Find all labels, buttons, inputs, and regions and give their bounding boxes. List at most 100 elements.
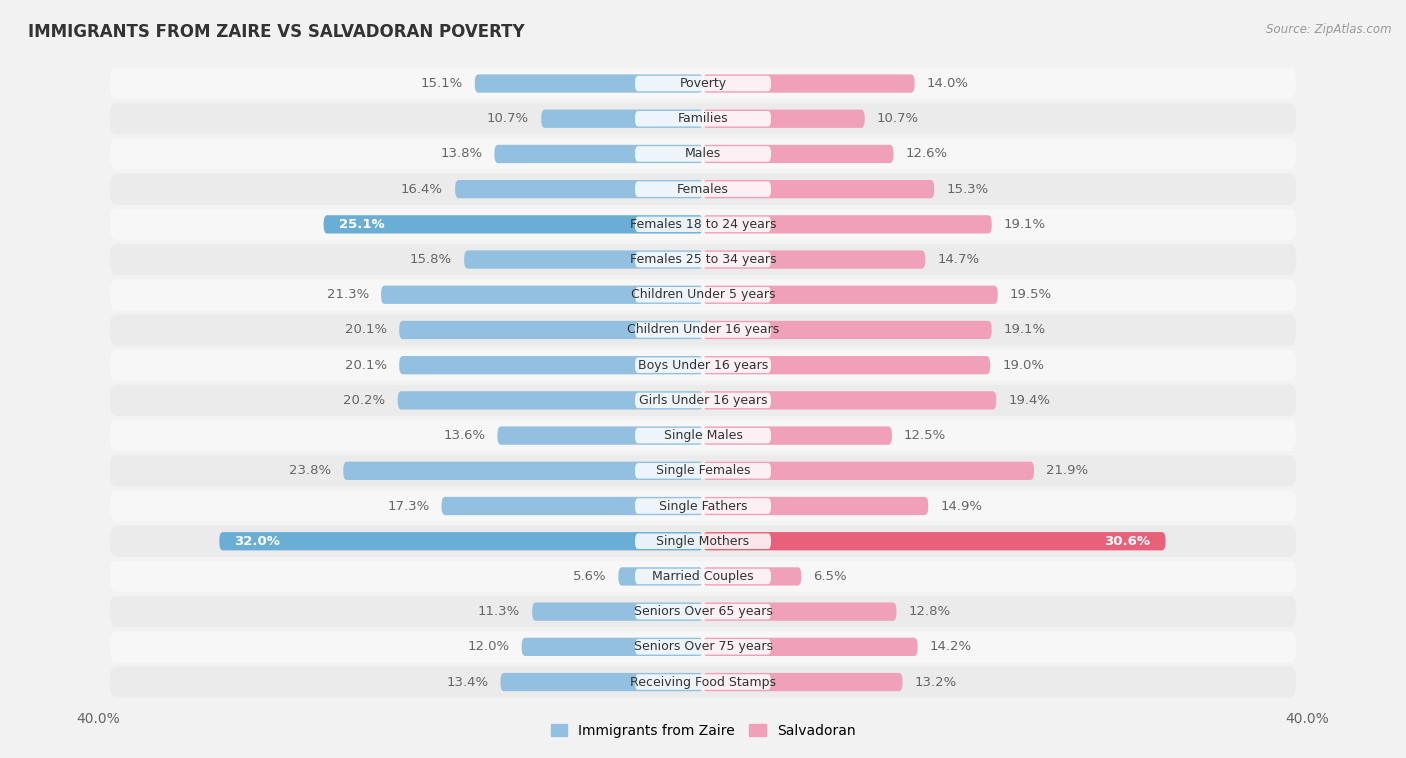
FancyBboxPatch shape [498,427,703,445]
Text: Poverty: Poverty [679,77,727,90]
FancyBboxPatch shape [110,526,1296,556]
FancyBboxPatch shape [636,568,770,584]
Text: Source: ZipAtlas.com: Source: ZipAtlas.com [1267,23,1392,36]
FancyBboxPatch shape [495,145,703,163]
Text: 12.6%: 12.6% [905,148,948,161]
Text: 10.7%: 10.7% [486,112,529,125]
Text: IMMIGRANTS FROM ZAIRE VS SALVADORAN POVERTY: IMMIGRANTS FROM ZAIRE VS SALVADORAN POVE… [28,23,524,41]
Text: 13.2%: 13.2% [915,675,957,688]
Text: Married Couples: Married Couples [652,570,754,583]
FancyBboxPatch shape [703,603,897,621]
Text: Seniors Over 75 years: Seniors Over 75 years [634,641,772,653]
Text: Single Fathers: Single Fathers [659,500,747,512]
FancyBboxPatch shape [110,279,1296,310]
Text: Girls Under 16 years: Girls Under 16 years [638,394,768,407]
FancyBboxPatch shape [703,321,991,339]
FancyBboxPatch shape [398,391,703,409]
Text: 30.6%: 30.6% [1104,534,1150,548]
FancyBboxPatch shape [636,181,770,197]
FancyBboxPatch shape [110,385,1296,416]
FancyBboxPatch shape [110,561,1296,592]
Text: 23.8%: 23.8% [290,465,332,478]
Text: 12.8%: 12.8% [908,605,950,618]
FancyBboxPatch shape [636,358,770,373]
Text: Females: Females [678,183,728,196]
Text: 19.0%: 19.0% [1002,359,1045,371]
FancyBboxPatch shape [110,349,1296,381]
FancyBboxPatch shape [110,666,1296,697]
Text: 19.1%: 19.1% [1004,218,1046,231]
FancyBboxPatch shape [522,637,703,656]
FancyBboxPatch shape [636,534,770,549]
FancyBboxPatch shape [636,111,770,127]
FancyBboxPatch shape [636,252,770,268]
Legend: Immigrants from Zaire, Salvadoran: Immigrants from Zaire, Salvadoran [546,718,860,743]
FancyBboxPatch shape [441,496,703,515]
FancyBboxPatch shape [703,637,918,656]
FancyBboxPatch shape [541,110,703,128]
Text: 19.1%: 19.1% [1004,324,1046,337]
Text: 13.8%: 13.8% [440,148,482,161]
FancyBboxPatch shape [636,217,770,232]
FancyBboxPatch shape [399,321,703,339]
Text: Children Under 16 years: Children Under 16 years [627,324,779,337]
Text: 11.3%: 11.3% [478,605,520,618]
FancyBboxPatch shape [703,145,893,163]
FancyBboxPatch shape [703,462,1033,480]
FancyBboxPatch shape [636,428,770,443]
FancyBboxPatch shape [636,639,770,655]
FancyBboxPatch shape [703,286,998,304]
FancyBboxPatch shape [399,356,703,374]
Text: 10.7%: 10.7% [877,112,920,125]
FancyBboxPatch shape [636,76,770,91]
Text: 20.2%: 20.2% [343,394,385,407]
Text: 13.4%: 13.4% [446,675,488,688]
FancyBboxPatch shape [619,567,703,586]
FancyBboxPatch shape [110,103,1296,134]
Text: 17.3%: 17.3% [387,500,429,512]
FancyBboxPatch shape [464,250,703,269]
FancyBboxPatch shape [703,356,990,374]
Text: Females 25 to 34 years: Females 25 to 34 years [630,253,776,266]
Text: 14.2%: 14.2% [929,641,972,653]
FancyBboxPatch shape [323,215,703,233]
Text: Families: Families [678,112,728,125]
FancyBboxPatch shape [703,532,1166,550]
Text: 20.1%: 20.1% [344,324,387,337]
FancyBboxPatch shape [110,420,1296,451]
Text: Children Under 5 years: Children Under 5 years [631,288,775,301]
Text: 21.3%: 21.3% [326,288,368,301]
FancyBboxPatch shape [703,215,991,233]
Text: 14.7%: 14.7% [938,253,980,266]
FancyBboxPatch shape [703,673,903,691]
Text: 20.1%: 20.1% [344,359,387,371]
FancyBboxPatch shape [110,174,1296,205]
FancyBboxPatch shape [636,463,770,478]
FancyBboxPatch shape [110,631,1296,662]
Text: Single Males: Single Males [664,429,742,442]
Text: 16.4%: 16.4% [401,183,443,196]
Text: 6.5%: 6.5% [813,570,846,583]
FancyBboxPatch shape [110,139,1296,170]
FancyBboxPatch shape [110,456,1296,487]
FancyBboxPatch shape [703,391,997,409]
FancyBboxPatch shape [110,596,1296,627]
FancyBboxPatch shape [343,462,703,480]
Text: Females 18 to 24 years: Females 18 to 24 years [630,218,776,231]
Text: 15.1%: 15.1% [420,77,463,90]
FancyBboxPatch shape [501,673,703,691]
FancyBboxPatch shape [381,286,703,304]
FancyBboxPatch shape [636,498,770,514]
Text: 25.1%: 25.1% [339,218,384,231]
FancyBboxPatch shape [636,393,770,408]
Text: 12.5%: 12.5% [904,429,946,442]
FancyBboxPatch shape [703,250,925,269]
FancyBboxPatch shape [703,427,891,445]
FancyBboxPatch shape [219,532,703,550]
FancyBboxPatch shape [110,490,1296,522]
Text: 13.6%: 13.6% [443,429,485,442]
Text: 19.4%: 19.4% [1008,394,1050,407]
FancyBboxPatch shape [636,604,770,619]
FancyBboxPatch shape [636,146,770,161]
Text: 5.6%: 5.6% [572,570,606,583]
